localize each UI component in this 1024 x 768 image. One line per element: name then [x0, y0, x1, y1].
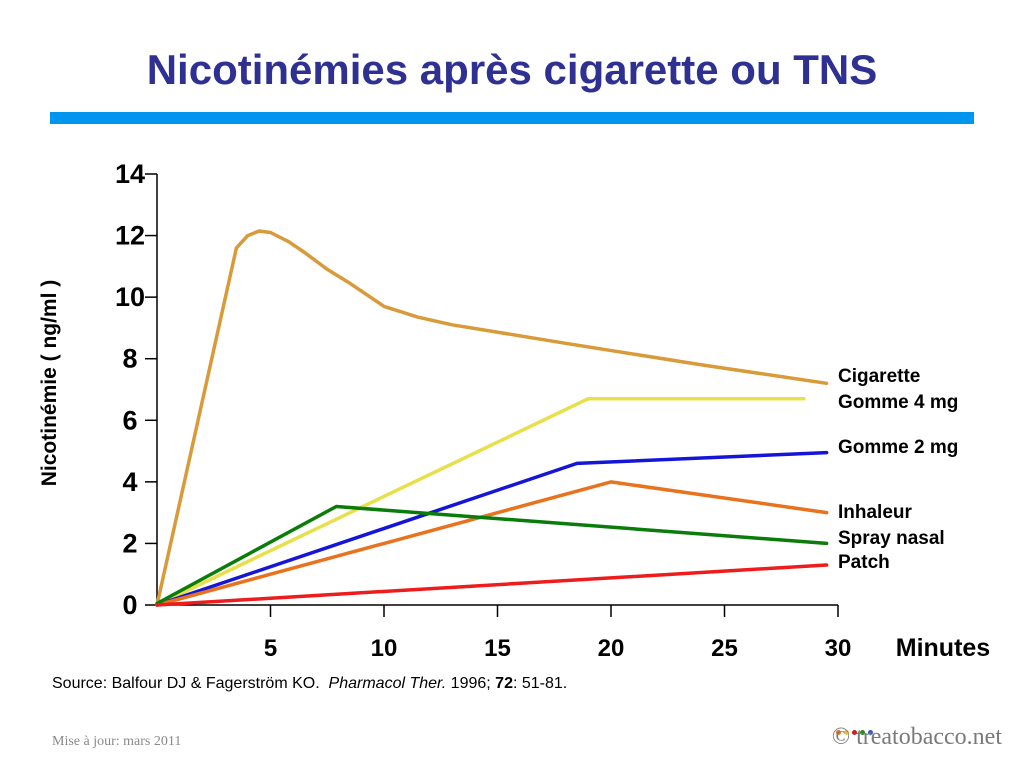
- series-line-patch: [155, 563, 829, 607]
- brand-copyright: © treatobacco.net: [832, 724, 1002, 751]
- source-citation: Source: Balfour DJ & Fagerström KO. Phar…: [52, 675, 567, 693]
- brand-name: treatobacco.net: [856, 724, 1002, 750]
- y-tick-label: 0: [122, 590, 137, 620]
- source-journal: Pharmacol Ther.: [328, 675, 447, 692]
- source-volume: 72: [495, 675, 513, 692]
- page-title: Nicotinémies après cigarette ou TNS: [146, 46, 878, 93]
- legend-label-spray-nasal: Spray nasal: [838, 528, 945, 549]
- update-date: Mise à jour: mars 2011: [52, 734, 182, 749]
- chart-series: [155, 229, 829, 607]
- x-tick-label: 20: [598, 635, 625, 662]
- chart-labels: 0 2 4 6 8 10 12 14 5 10 15 20 25 30 Nicotinémie ( ng/m…: [38, 159, 990, 662]
- x-tick-label: 30: [825, 635, 852, 662]
- brand-dots: [836, 722, 876, 740]
- series-line-cigarette: [155, 229, 829, 607]
- copyright-symbol: ©: [831, 724, 851, 750]
- x-tick-label: 10: [371, 635, 398, 662]
- brand-dot: [852, 730, 857, 735]
- source-prefix: Source: Balfour DJ & Fagerström KO.: [52, 675, 320, 692]
- x-tick-label: 15: [484, 635, 511, 662]
- y-tick-label: 14: [115, 159, 145, 189]
- brand-dot: [860, 730, 865, 735]
- y-tick-label: 2: [122, 528, 137, 558]
- source-year: 1996;: [450, 675, 491, 692]
- brand-dot: [844, 730, 849, 735]
- legend-label-gomme-4-mg: Gomme 4 mg: [838, 392, 958, 413]
- y-tick-label: 8: [122, 344, 137, 374]
- legend-label-gomme-2-mg: Gomme 2 mg: [838, 437, 958, 458]
- x-tick-label: 25: [711, 635, 738, 662]
- y-tick-label: 6: [122, 405, 137, 435]
- y-tick-label: 12: [115, 221, 145, 251]
- series-line-gomme-2-mg: [155, 450, 829, 607]
- y-tick-label: 4: [122, 467, 137, 497]
- legend-label-patch: Patch: [838, 552, 890, 573]
- chart-axes: [145, 173, 839, 617]
- brand-dot: [836, 730, 841, 735]
- series-line-spray-nasal: [155, 504, 829, 606]
- series-line-inhaleur: [155, 480, 829, 607]
- source-pages: : 51-81.: [512, 675, 568, 692]
- y-axis-title: Nicotinémie ( ng/ml ): [38, 280, 61, 487]
- x-tick-label: 5: [264, 635, 277, 662]
- title-underline-bar: [50, 112, 974, 124]
- brand-dot: [868, 730, 873, 735]
- series-line-gomme-4-mg: [155, 396, 806, 607]
- x-axis-title: Minutes: [896, 634, 990, 662]
- legend-label-inhaleur: Inhaleur: [838, 502, 913, 523]
- legend-label-cigarette: Cigarette: [838, 366, 920, 387]
- y-tick-label: 10: [115, 282, 145, 312]
